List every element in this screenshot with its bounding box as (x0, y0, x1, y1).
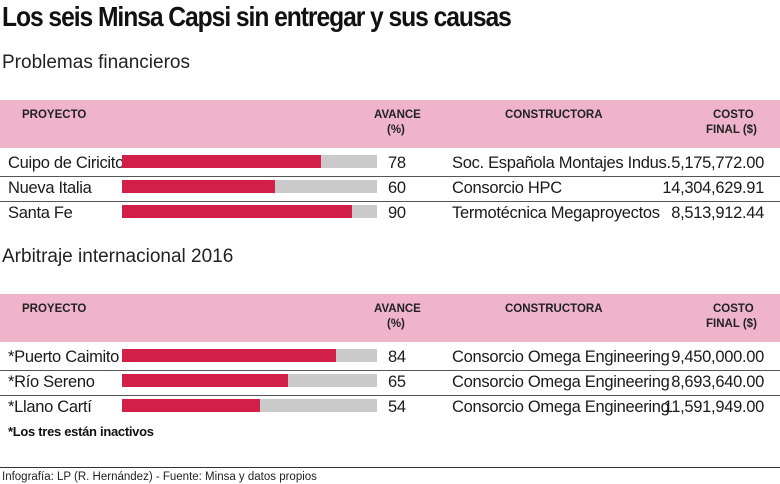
final-cost: 8,693,640.00 (671, 373, 764, 391)
project-name: *Puerto Caimito (8, 348, 120, 366)
header-project: PROYECTO (22, 303, 87, 315)
header-progress-unit: (%) (387, 124, 405, 136)
builder-name: Consorcio HPC (452, 179, 562, 197)
builder-name: Consorcio Omega Engineering (452, 398, 670, 416)
progress-bar (122, 349, 336, 362)
table-header: PROYECTO AVANCE (%) CONSTRUCTORA COSTO FINAL … (0, 100, 780, 148)
header-cost: COSTO (713, 303, 754, 315)
progress-value: 54 (388, 398, 406, 416)
builder-name: Consorcio Omega Engineering (452, 348, 670, 366)
builder-name: Consorcio Omega Engineering (452, 373, 670, 391)
table-row: Nueva Italia 60 Consorcio HPC 14,304,629.91 (0, 176, 780, 202)
builder-name: Soc. Española Montajes Indus. (452, 154, 671, 172)
progress-bar-track (122, 349, 377, 362)
project-name: *Río Sereno (8, 373, 95, 391)
progress-bar-track (122, 399, 377, 412)
progress-bar (122, 374, 288, 387)
source-credit: Infografía: LP (R. Hernández) - Fuente: … (2, 471, 317, 483)
builder-name: Termotécnica Megaproyectos (452, 204, 660, 222)
progress-bar (122, 205, 352, 218)
header-cost-unit: FINAL ($) (706, 318, 757, 330)
table-header: PROYECTO AVANCE (%) CONSTRUCTORA COSTO FINAL … (0, 294, 780, 342)
progress-value: 78 (388, 154, 406, 172)
progress-value: 60 (388, 179, 406, 197)
table-row: Santa Fe 90 Termotécnica Megaproyectos 8,51… (0, 201, 780, 226)
final-cost: 9,450,000.00 (671, 348, 764, 366)
project-name: Cuipo de Ciricito (8, 154, 124, 172)
progress-value: 84 (388, 348, 406, 366)
project-name: *Llano Cartí (8, 398, 92, 416)
header-progress: AVANCE (374, 303, 421, 315)
progress-bar-track (122, 205, 377, 218)
progress-bar-track (122, 374, 377, 387)
progress-bar (122, 155, 321, 168)
table-row: Cuipo de Ciricito 78 Soc. Española Montaje… (0, 151, 780, 177)
footer-divider (0, 467, 780, 468)
header-builder: CONSTRUCTORA (505, 303, 603, 315)
progress-bar-track (122, 180, 377, 193)
final-cost: 8,513,912.44 (671, 204, 764, 222)
header-cost: COSTO (713, 109, 754, 121)
progress-value: 65 (388, 373, 406, 391)
header-cost-unit: FINAL ($) (706, 124, 757, 136)
section-title: Problemas financieros (2, 52, 190, 73)
table-row: *Llano Cartí 54 Consorcio Omega Engineerin… (0, 395, 780, 420)
project-name: Nueva Italia (8, 179, 92, 197)
final-cost: 11,591,949.00 (663, 398, 765, 416)
infographic-title: Los seis Minsa Capsi sin entregar y sus … (2, 1, 512, 32)
header-project: PROYECTO (22, 109, 87, 121)
progress-bar-track (122, 155, 377, 168)
table-row: *Río Sereno 65 Consorcio Omega Engineering… (0, 370, 780, 396)
footnote: *Los tres están inactivos (8, 424, 154, 439)
final-cost: 14,304,629.91 (662, 179, 764, 197)
table-row: *Puerto Caimito 84 Consorcio Omega Enginee… (0, 345, 780, 371)
header-progress-unit: (%) (387, 318, 405, 330)
project-name: Santa Fe (8, 204, 73, 222)
progress-bar (122, 180, 275, 193)
progress-bar (122, 399, 260, 412)
progress-value: 90 (388, 204, 406, 222)
header-builder: CONSTRUCTORA (505, 109, 603, 121)
final-cost: 5,175,772.00 (671, 154, 764, 172)
section-title: Arbitraje internacional 2016 (2, 246, 234, 267)
header-progress: AVANCE (374, 109, 421, 121)
